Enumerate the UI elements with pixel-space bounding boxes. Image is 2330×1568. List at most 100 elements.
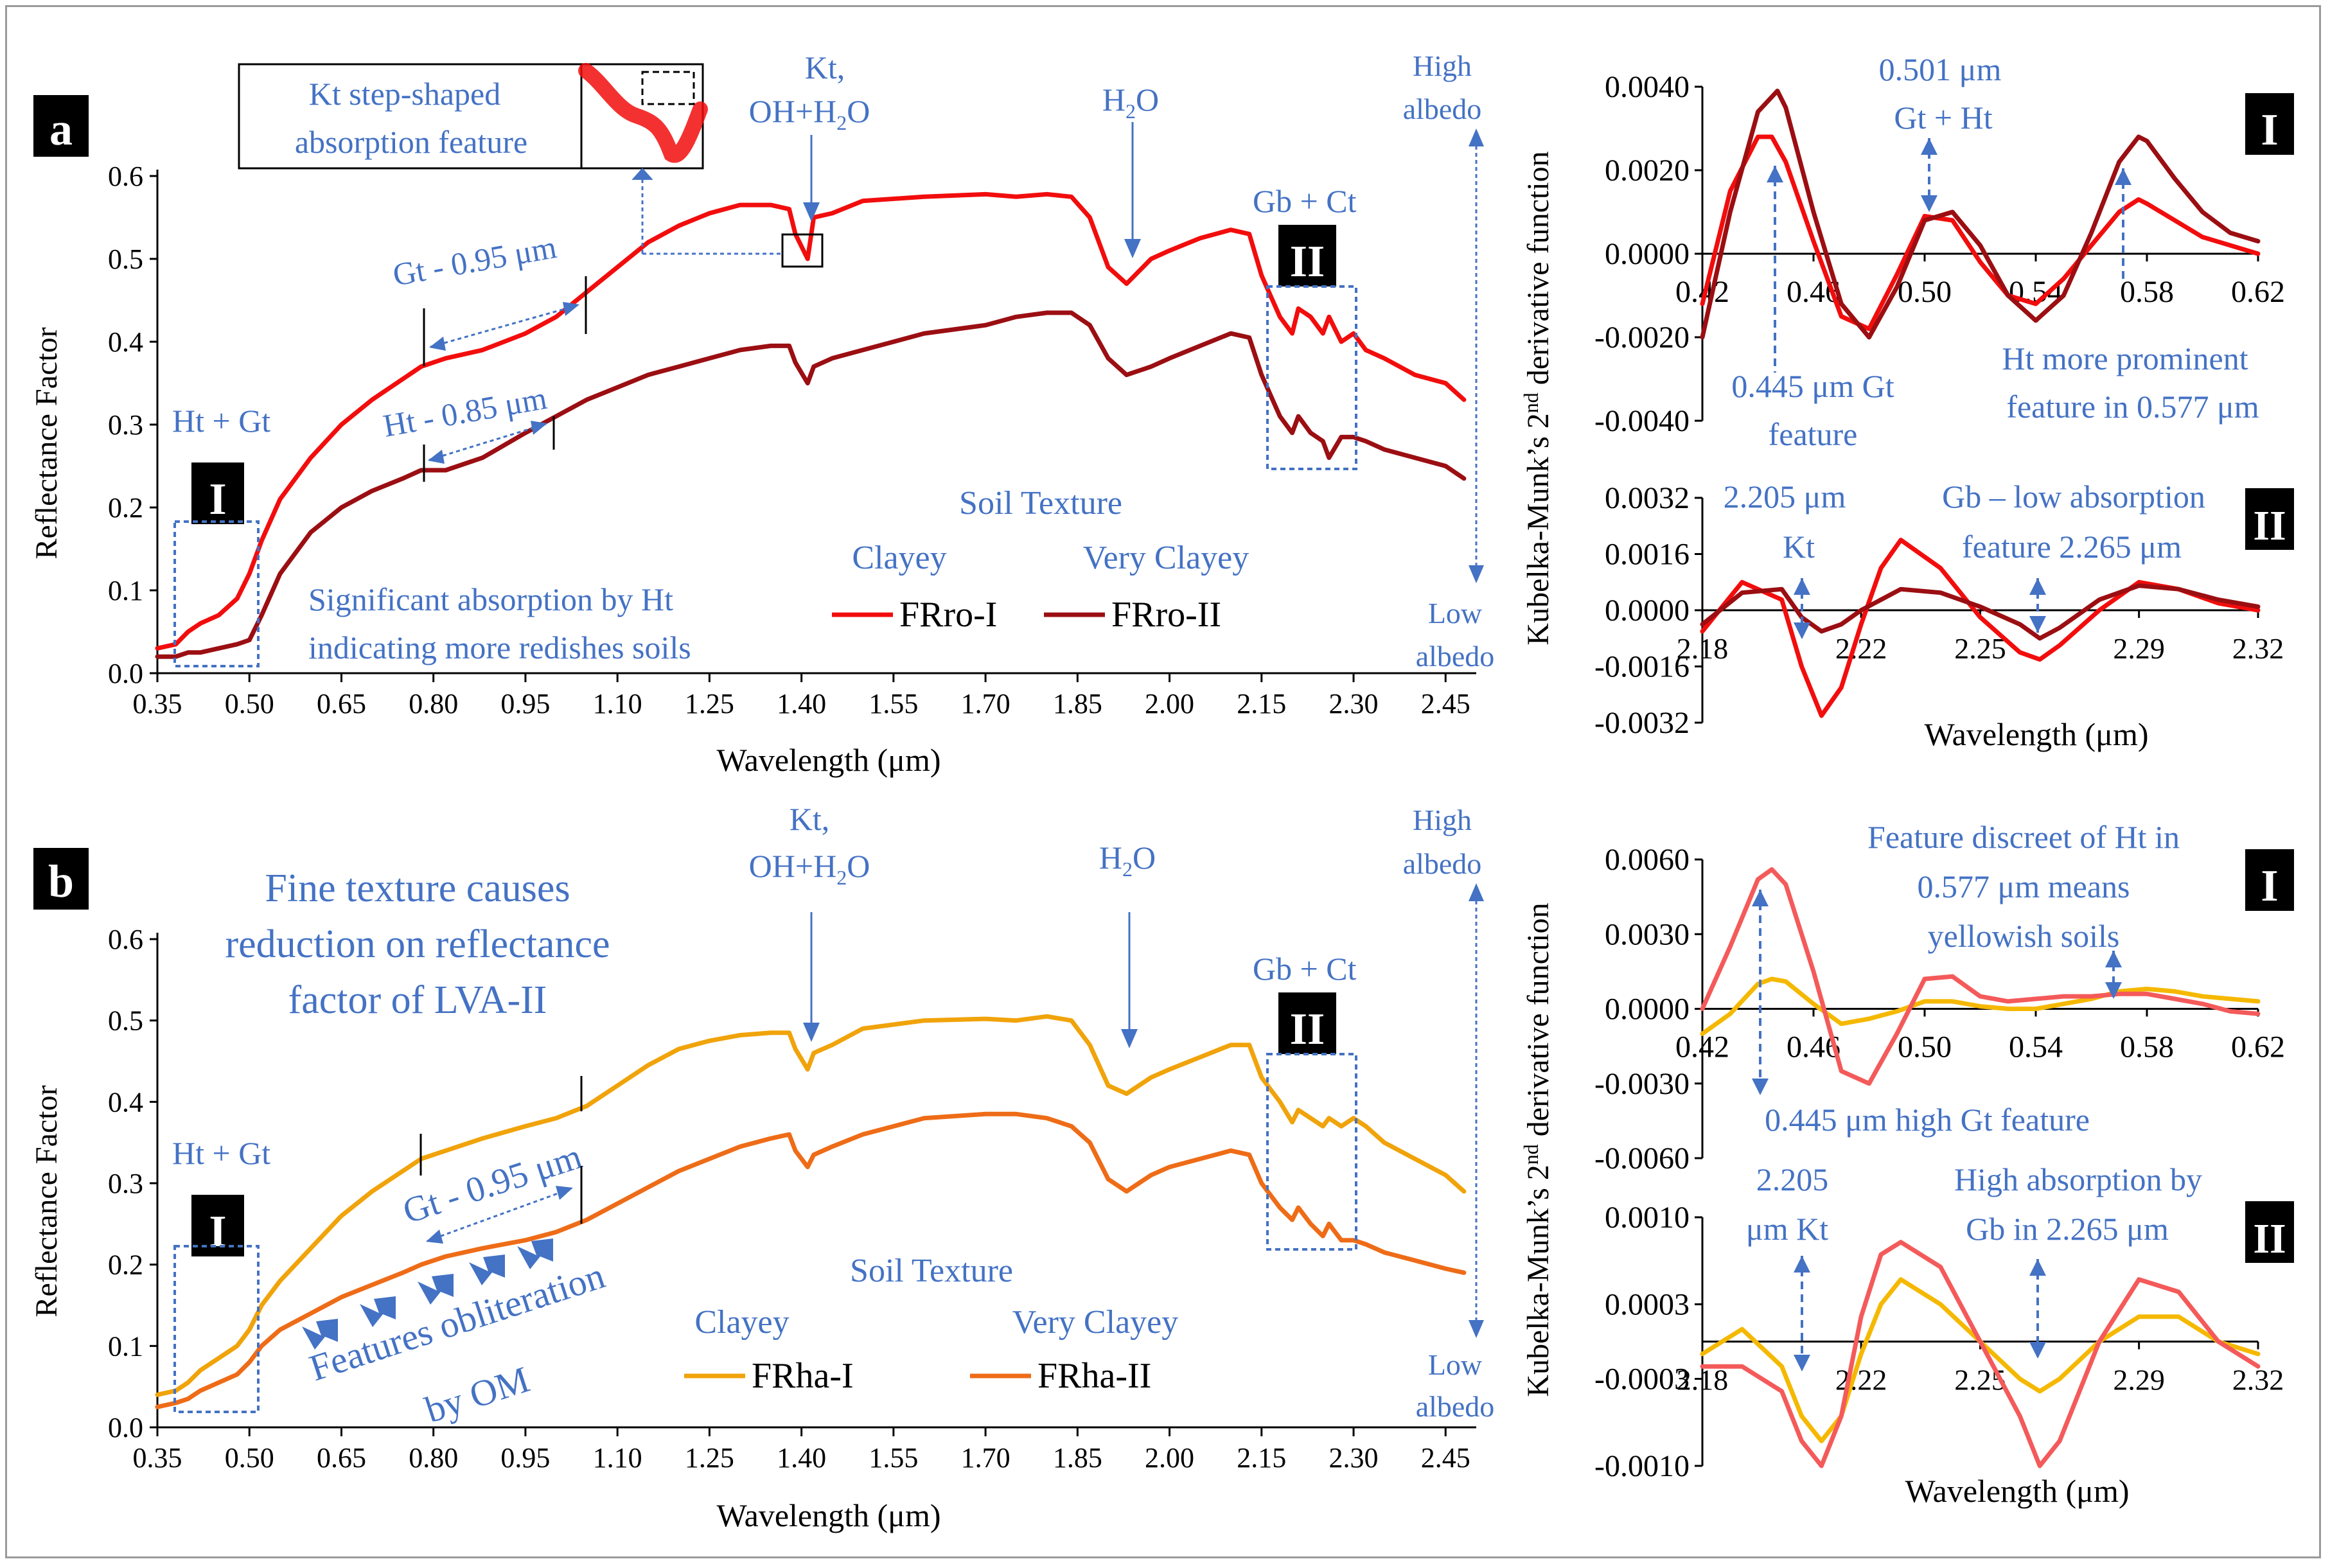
y-tick-label: -0.0010 xyxy=(1594,1449,1690,1483)
figure-frame xyxy=(5,5,2321,1558)
x-tick-label: 2.29 xyxy=(2113,632,2165,665)
series-line-frha-i xyxy=(1700,1277,2261,1443)
a-box-II-text: II xyxy=(1290,237,1325,286)
a-ohh2o-label: OH+H2O xyxy=(749,93,870,134)
b-legend-title: Soil Texture xyxy=(850,1253,1013,1289)
x-tick-label: 0.58 xyxy=(2120,1030,2174,1064)
x-tick-label: 2.22 xyxy=(1835,632,1887,665)
y-tick-label: -0.0040 xyxy=(1594,404,1690,438)
a-sig-2: indicating more redishes soils xyxy=(308,630,691,665)
x-tick-label: 1.55 xyxy=(869,688,918,719)
series-line-frro-ii xyxy=(155,310,1467,659)
x-tick-label: 1.25 xyxy=(685,1442,734,1474)
a-h2o-label: H2O xyxy=(1102,82,1159,123)
y-tick-label: 0.0030 xyxy=(1605,917,1690,951)
x-tick-label: 0.54 xyxy=(2009,1030,2063,1064)
a-legend-label-2: FRro-II xyxy=(1111,595,1221,635)
feature-arrow xyxy=(2029,578,2046,633)
b-box-II-region xyxy=(1266,1053,1357,1251)
x-tick-label: 1.85 xyxy=(1053,1442,1102,1474)
b-legend: Soil Texture Clayey Very Clayey FRha-I F… xyxy=(684,1253,1178,1396)
aII-gb-1: Gb – low absorption xyxy=(1942,479,2205,515)
y-tick-label: 0.0010 xyxy=(1605,1201,1690,1235)
aII-badge xyxy=(2245,488,2294,550)
bII-badge xyxy=(2245,1201,2294,1263)
panel-b-label-box: b xyxy=(33,848,89,910)
aII-gb-2: feature 2.265 μm xyxy=(1962,529,2182,565)
series-line-frha-ii xyxy=(1700,1240,2261,1468)
x-tick-label: 0.62 xyxy=(2231,275,2285,309)
aII-2205-1: 2.205 μm xyxy=(1724,479,1846,515)
kt-step-text-1: Kt step-shaped xyxy=(309,76,501,112)
panel-a-label: a xyxy=(49,103,73,155)
panel-b-label: b xyxy=(48,856,74,907)
x-tick-label: 2.45 xyxy=(1421,688,1470,719)
x-tick-label: 2.18 xyxy=(1677,632,1729,665)
feature-arrow xyxy=(1767,166,1783,373)
a-box-I-badge xyxy=(191,462,244,524)
feature-arrow xyxy=(2105,951,2122,999)
x-tick-label: 2.32 xyxy=(2232,1364,2284,1396)
panel-b: b 0.35 0.50 0.65 0.80 0.95 1.10 1.25 1.40 1.55 1.… xyxy=(30,801,1494,1533)
panel-a-label-box: a xyxy=(33,95,89,157)
y-tick-label: -0.0060 xyxy=(1594,1141,1690,1176)
a-low-albedo-1: Low xyxy=(1428,597,1483,630)
a-box-II-badge xyxy=(1278,225,1336,286)
series-line-frro-i xyxy=(1700,134,2261,331)
aII-2205-2: Kt xyxy=(1783,529,1815,565)
b-gbct-label: Gb + Ct xyxy=(1253,951,1357,987)
b-fine-1: Fine texture causes xyxy=(265,867,570,910)
panel-a-ylabel: Reflectance Factor xyxy=(30,327,64,559)
panel-a-xlabel: Wavelength (μm) xyxy=(716,742,940,778)
a-gbct-label: Gb + Ct xyxy=(1253,183,1357,219)
x-tick-label: 1.10 xyxy=(593,1442,642,1474)
x-tick-label: 0.35 xyxy=(133,688,182,719)
aI-ht577-2: feature in 0.577 μm xyxy=(2006,389,2259,425)
x-tick-label: 1.70 xyxy=(961,1442,1011,1474)
bII-2205-2: μm Kt xyxy=(1746,1211,1828,1247)
kt-step-text-2: absorption feature xyxy=(295,124,527,160)
b-box-I-region xyxy=(173,1245,260,1413)
series-line-frha-ii xyxy=(155,1111,1467,1409)
y-tick-label: 0.4 xyxy=(108,326,143,358)
a-legend-title: Soil Texture xyxy=(959,485,1122,522)
panel-b-I: 0.42 0.46 0.50 0.54 0.58 0.620.00600.00300.00… xyxy=(1594,819,2294,1176)
series-line-frro-i xyxy=(155,191,1467,651)
y-tick-label: 0.0016 xyxy=(1605,538,1690,572)
bII-hb-2: Gb in 2.265 μm xyxy=(1966,1211,2169,1247)
aI-501-2: Gt + Ht xyxy=(1894,100,1992,136)
b-high-albedo-1: High xyxy=(1413,804,1472,836)
x-tick-label: 1.25 xyxy=(685,688,734,719)
feature-arrow xyxy=(1794,578,1810,639)
aI-501-1: 0.501 μm xyxy=(1879,51,2002,87)
a-box-I-region xyxy=(173,520,260,667)
x-tick-label: 2.29 xyxy=(2113,1364,2165,1396)
x-tick-label: 0.65 xyxy=(317,1442,366,1474)
feature-arrow xyxy=(1752,890,1769,1095)
y-tick-label: 0.4 xyxy=(108,1086,143,1118)
b-low-albedo-2: albedo xyxy=(1416,1390,1495,1423)
y-tick-label: 0.0 xyxy=(108,658,143,689)
x-tick-label: 0.80 xyxy=(409,688,458,719)
bI-f2: 0.577 μm means xyxy=(1918,868,2130,904)
a-kt-label: Kt, xyxy=(805,49,845,85)
a-box-II-region xyxy=(1266,285,1357,470)
y-tick-label: 0.5 xyxy=(108,1005,143,1037)
y-tick-label: 0.0000 xyxy=(1605,594,1690,628)
b-legend-label-2: FRha-II xyxy=(1037,1356,1151,1396)
x-tick-label: 1.40 xyxy=(777,688,826,719)
y-tick-label: 0.1 xyxy=(108,575,143,606)
x-tick-label: 2.32 xyxy=(2232,632,2284,665)
x-tick-label: 1.40 xyxy=(777,1442,826,1474)
bI-f3: yellowish soils xyxy=(1928,918,2120,954)
x-tick-label: 2.15 xyxy=(1237,688,1286,719)
a-htgt-label: Ht + Gt xyxy=(172,403,270,439)
y-tick-label: 0.0 xyxy=(108,1412,143,1443)
b-fine-3: factor of LVA-II xyxy=(288,978,547,1022)
y-tick-label: 0.0000 xyxy=(1605,237,1690,271)
b-ohh2o-label: OH+H2O xyxy=(749,848,870,889)
a-legend-label-1: FRro-I xyxy=(899,595,997,635)
y-tick-label: 0.6 xyxy=(108,161,143,192)
x-tick-label: 1.70 xyxy=(961,688,1011,719)
